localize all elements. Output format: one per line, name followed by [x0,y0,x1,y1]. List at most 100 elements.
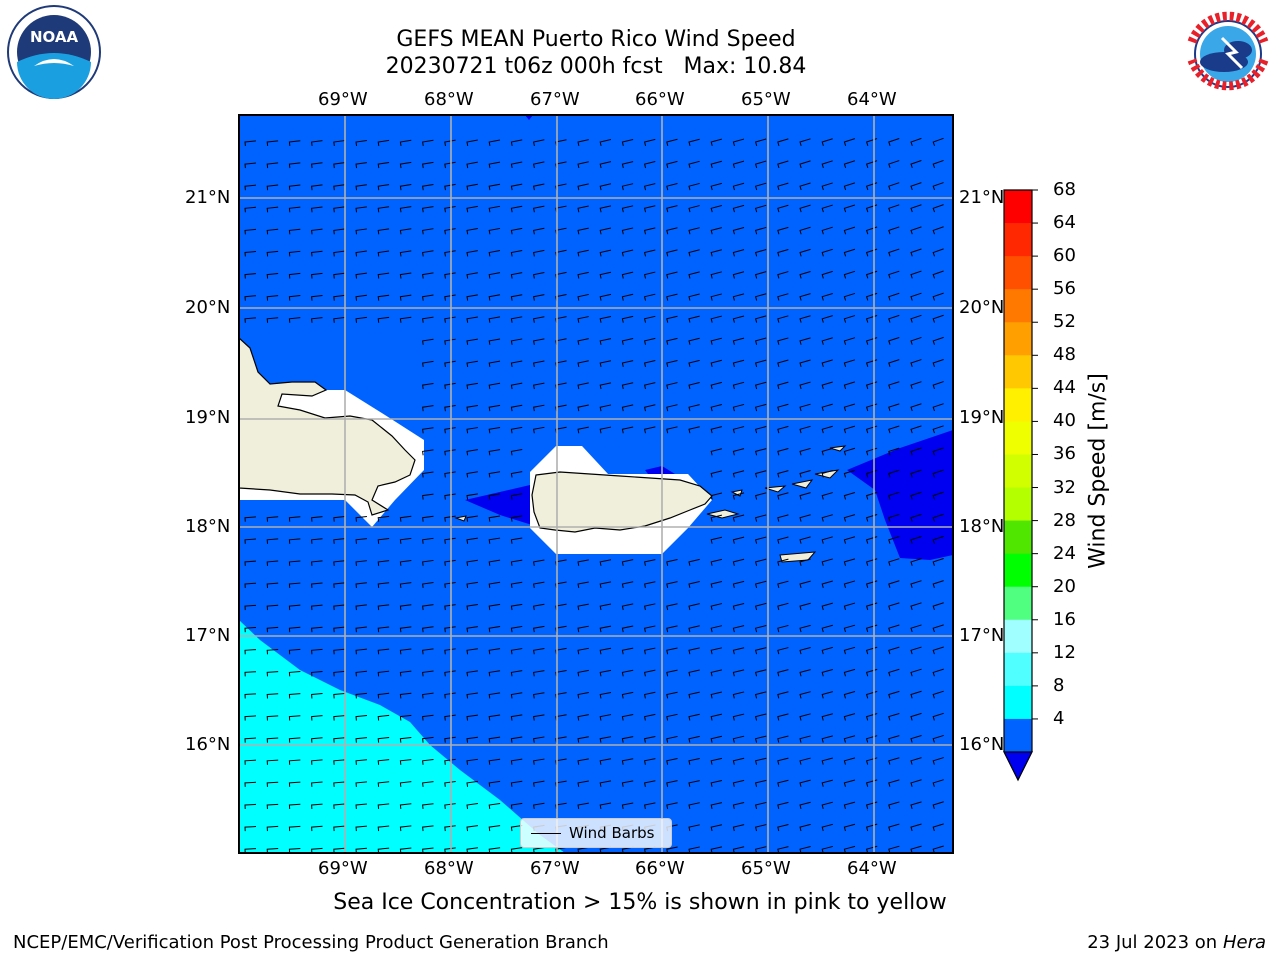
wind-barb [288,560,301,566]
wind-barb [910,735,922,743]
wind-barb [466,360,478,368]
colorbar-tick-label: 44 [1053,377,1076,399]
wind-barb [311,604,323,611]
wind-barb [244,206,256,213]
wind-barb [643,227,656,235]
wind-barb [266,604,279,611]
wind-barb [777,293,789,301]
lat-label: 20°N [185,297,231,318]
wind-barb [644,669,656,677]
colorbar-tick-label: 8 [1053,674,1065,696]
wind-barb [422,183,434,191]
wind-barb [444,626,456,633]
wind-barb [311,781,323,787]
wind-barb [510,581,523,589]
wind-barb [799,337,811,345]
wind-barb [732,359,745,367]
wind-barb [732,249,745,257]
wind-barb [510,426,523,434]
wind-barb [644,758,656,765]
colorbar-segment [1004,619,1032,654]
wind-barb [510,559,523,566]
wind-barb [377,228,390,235]
wind-barb [444,382,456,390]
wind-barb [666,249,678,257]
wind-barb [621,293,634,301]
colorbar [1003,189,1038,782]
wind-barb [488,603,501,611]
wind-barb [266,273,279,279]
wind-barb [799,271,811,279]
wind-barb [643,205,656,213]
wind-barb [399,161,412,169]
wind-barb [754,669,767,677]
wind-barb [843,624,856,633]
lat-label: 21°N [185,187,231,208]
wind-barb [710,470,723,478]
wind-barb [488,825,501,832]
colorbar-segment [1004,256,1032,290]
wind-barb [754,425,767,434]
wind-barb [488,338,501,345]
map-title: GEFS MEAN Puerto Rico Wind Speed [396,27,796,52]
wind-barb [821,779,833,787]
wind-barb [311,140,323,147]
wind-barb [577,316,589,323]
wind-barb [466,250,478,257]
wind-barb [510,294,523,301]
wind-barb [355,515,367,522]
wind-barb [910,779,922,787]
wind-barb [422,338,434,345]
wind-barb [510,382,523,390]
wind-barb [399,250,412,257]
wind-barb [799,403,811,412]
wind-barb [910,160,922,169]
wind-barb [843,403,856,412]
noaa-logo: NOAA [4,4,104,100]
colorbar-segment [1004,718,1032,753]
wind-barb [288,626,301,633]
wind-barb [888,226,900,235]
wind-barb [488,360,501,368]
wind-barb [466,537,478,544]
wind-barb [377,759,390,765]
wind-barb [333,206,345,213]
wind-barb [577,780,589,787]
wind-barb [732,625,745,633]
wind-barb [577,161,589,169]
wind-barb [932,248,944,257]
wind-barb [444,205,456,213]
wind-barb [666,315,678,323]
wind-barb [932,469,944,478]
wind-barb [510,714,523,721]
wind-barb [888,690,900,699]
wind-barb [821,536,833,544]
lon-label: 65°W [741,858,791,879]
colorbar-segment [1004,355,1032,389]
wind-barb [510,161,523,169]
wind-barb [577,139,589,147]
wind-barb [732,448,745,456]
wind-barb [799,624,811,633]
wind-barb [754,580,767,588]
wind-barb [821,580,833,588]
wind-barb [355,737,367,743]
wind-barb [821,293,833,301]
wind-barb [577,404,589,412]
wind-barb [644,780,656,787]
wind-barb [732,691,745,699]
noaa-logo-text: NOAA [30,28,79,46]
footer-date: 23 Jul 2023 on Hera [1087,932,1266,953]
wind-barb [533,780,545,787]
wind-barb [732,470,745,478]
wind-barbs [244,137,944,853]
wind-barb [843,757,856,765]
wind-barb [688,359,700,368]
wind-barb [533,847,545,853]
wind-barb [932,182,944,191]
wind-barb [488,780,501,787]
wind-barb [377,714,390,721]
colorbar-tick-label: 36 [1053,443,1076,465]
wind-barb [377,515,390,522]
wind-barb [599,338,612,345]
